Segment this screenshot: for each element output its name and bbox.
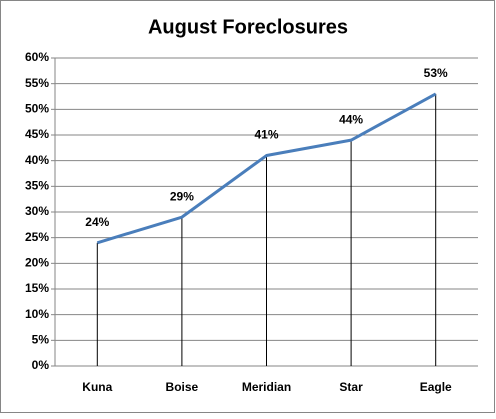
y-tick-label: 50% xyxy=(25,102,49,116)
y-tick-label: 0% xyxy=(32,358,50,372)
chart-title: August Foreclosures xyxy=(148,16,348,38)
y-tick-label: 20% xyxy=(25,256,49,270)
data-label: 53% xyxy=(424,66,448,80)
x-tick-label: Boise xyxy=(166,380,199,394)
y-tick-label: 45% xyxy=(25,127,49,141)
y-tick-label: 55% xyxy=(25,76,49,90)
y-tick-label: 60% xyxy=(25,50,49,64)
y-tick-label: 35% xyxy=(25,179,49,193)
y-tick-label: 10% xyxy=(25,307,49,321)
y-tick-label: 25% xyxy=(25,230,49,244)
x-tick-label: Star xyxy=(339,380,363,394)
y-tick-label: 30% xyxy=(25,204,49,218)
x-tick-label: Eagle xyxy=(420,380,452,394)
x-tick-label: Kuna xyxy=(82,380,112,394)
data-label: 24% xyxy=(85,215,109,229)
y-tick-label: 15% xyxy=(25,281,49,295)
series-line xyxy=(96,92,437,245)
data-label: 29% xyxy=(170,189,194,203)
data-label: 41% xyxy=(254,128,278,142)
y-tick-label: 5% xyxy=(32,333,50,347)
x-tick-label: Meridian xyxy=(242,380,291,394)
data-label: 44% xyxy=(339,112,363,126)
y-tick-label: 40% xyxy=(25,153,49,167)
